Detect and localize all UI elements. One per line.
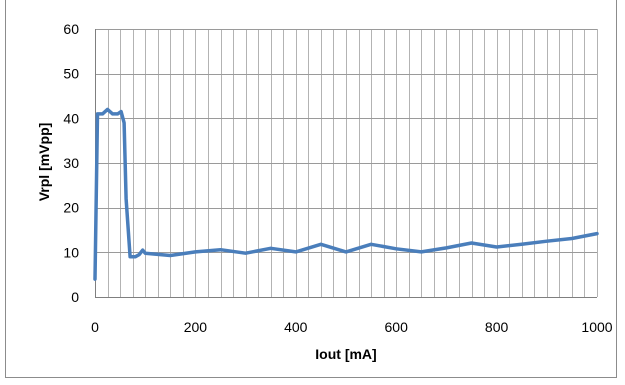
y-tick-label: 10 (63, 244, 79, 260)
y-tick-label: 20 (63, 200, 79, 216)
x-tick-label: 400 (284, 319, 308, 335)
chart-frame (5, 0, 617, 378)
x-tick-label: 600 (385, 319, 409, 335)
series-layer (93, 107, 599, 281)
y-tick-label: 40 (63, 110, 79, 126)
y-tick-label: 60 (63, 21, 79, 37)
x-tick-label: 800 (485, 319, 509, 335)
y-tick-label: 30 (63, 155, 79, 171)
y-tick-label: 50 (63, 66, 79, 82)
x-axis-title: Iout [mA] (315, 346, 376, 362)
x-tick-label: 200 (184, 319, 208, 335)
tick-labels: 0 200 400 600 800 1000 0 10 20 30 40 50 60 (63, 21, 612, 335)
x-tick-label: 1000 (581, 319, 612, 335)
y-tick-label: 0 (71, 289, 79, 305)
series-line (93, 107, 599, 281)
y-axis-title: Vrpl [mVpp] (36, 123, 52, 202)
x-tick-label: 0 (91, 319, 99, 335)
